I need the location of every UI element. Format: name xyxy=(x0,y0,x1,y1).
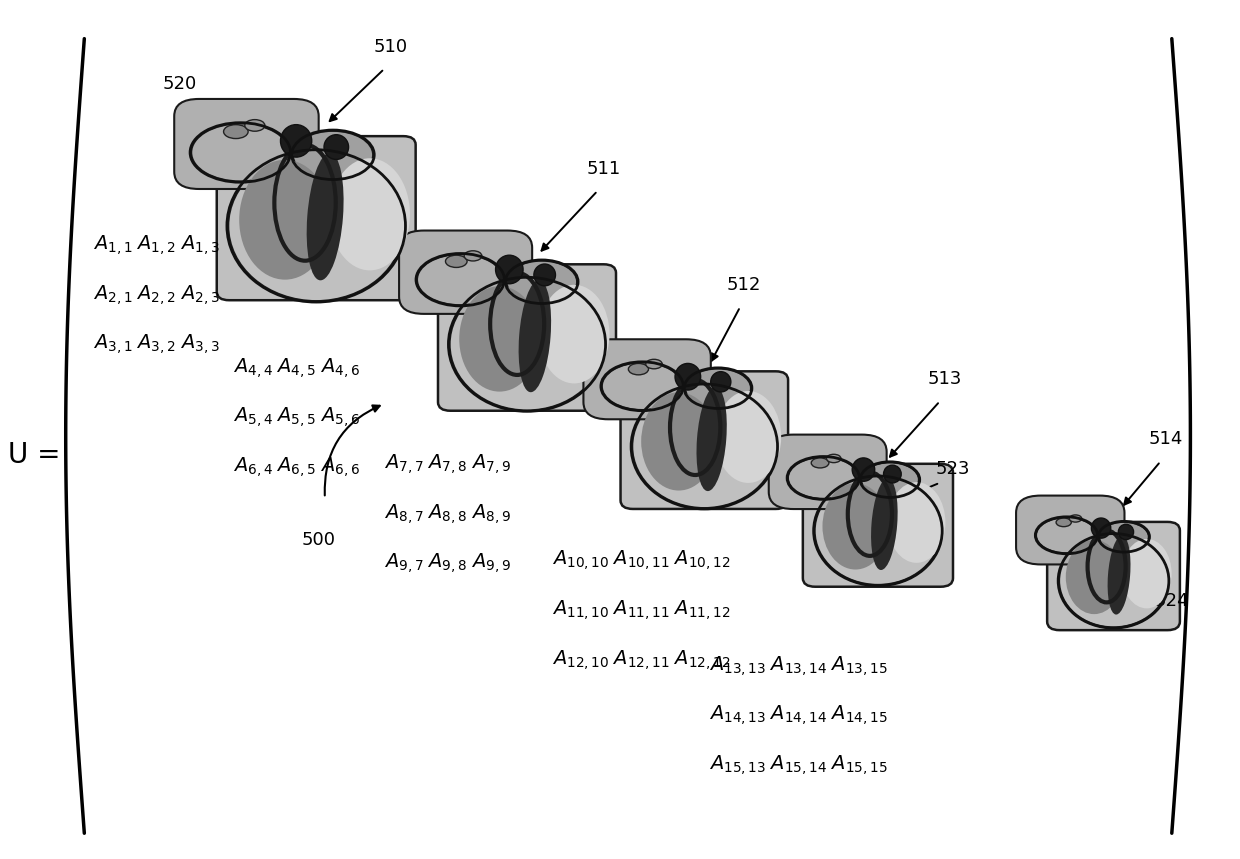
Text: 514: 514 xyxy=(1148,430,1183,448)
Ellipse shape xyxy=(888,482,945,563)
Text: $A_{3,1}\; A_{3,2}\; A_{3,3}$: $A_{3,1}\; A_{3,2}\; A_{3,3}$ xyxy=(93,332,219,356)
FancyBboxPatch shape xyxy=(802,464,954,587)
Text: 510: 510 xyxy=(373,38,408,56)
Text: $A_{8,7}\; A_{8,8}\; A_{8,9}$: $A_{8,7}\; A_{8,8}\; A_{8,9}$ xyxy=(384,502,511,526)
Text: $A_{12,10}\; A_{12,11}\; A_{12,12}$: $A_{12,10}\; A_{12,11}\; A_{12,12}$ xyxy=(552,648,730,672)
Ellipse shape xyxy=(223,125,248,138)
Ellipse shape xyxy=(884,465,901,483)
FancyBboxPatch shape xyxy=(769,435,887,509)
Text: 520: 520 xyxy=(162,75,197,93)
Ellipse shape xyxy=(539,285,610,383)
Text: $A_{5,4}\; A_{5,5}\; A_{5,6}$: $A_{5,4}\; A_{5,5}\; A_{5,6}$ xyxy=(233,405,360,430)
Ellipse shape xyxy=(861,462,919,497)
Text: 512: 512 xyxy=(727,276,761,294)
Ellipse shape xyxy=(239,160,331,280)
Ellipse shape xyxy=(464,251,482,261)
Ellipse shape xyxy=(293,131,373,179)
Ellipse shape xyxy=(496,255,523,283)
Ellipse shape xyxy=(822,484,888,570)
Text: 513: 513 xyxy=(928,370,962,388)
FancyBboxPatch shape xyxy=(1047,522,1180,631)
Ellipse shape xyxy=(1118,524,1133,539)
Ellipse shape xyxy=(280,125,311,157)
Ellipse shape xyxy=(228,150,404,302)
Ellipse shape xyxy=(191,124,289,181)
Text: $A_{15,13}\; A_{15,14}\; A_{15,15}$: $A_{15,13}\; A_{15,14}\; A_{15,15}$ xyxy=(709,753,888,777)
Ellipse shape xyxy=(1091,518,1111,538)
Text: $A_{7,7}\; A_{7,8}\; A_{7,9}$: $A_{7,7}\; A_{7,8}\; A_{7,9}$ xyxy=(384,452,511,476)
Ellipse shape xyxy=(1069,515,1081,522)
Ellipse shape xyxy=(1056,518,1071,527)
FancyBboxPatch shape xyxy=(620,371,789,509)
Ellipse shape xyxy=(518,280,551,393)
Text: 500: 500 xyxy=(301,531,336,549)
Ellipse shape xyxy=(870,478,898,570)
Ellipse shape xyxy=(1059,534,1168,628)
FancyBboxPatch shape xyxy=(438,265,616,411)
Ellipse shape xyxy=(629,363,649,375)
Ellipse shape xyxy=(445,255,467,267)
Ellipse shape xyxy=(449,278,605,411)
Ellipse shape xyxy=(632,385,776,509)
Ellipse shape xyxy=(324,135,348,160)
Ellipse shape xyxy=(646,359,662,369)
Ellipse shape xyxy=(711,372,730,392)
Text: U =: U = xyxy=(9,442,61,469)
Ellipse shape xyxy=(787,457,858,499)
Ellipse shape xyxy=(330,158,410,271)
Ellipse shape xyxy=(675,363,701,390)
Text: $A_{9,7}\; A_{9,8}\; A_{9,9}$: $A_{9,7}\; A_{9,8}\; A_{9,9}$ xyxy=(384,551,511,576)
Ellipse shape xyxy=(244,119,265,131)
Ellipse shape xyxy=(715,391,781,483)
Ellipse shape xyxy=(852,458,874,481)
Ellipse shape xyxy=(459,286,539,392)
Text: $A_{10,10}\; A_{10,11}\; A_{10,12}$: $A_{10,10}\; A_{10,11}\; A_{10,12}$ xyxy=(552,548,730,572)
Text: $A_{6,4}\; A_{6,5}\; A_{6,6}$: $A_{6,4}\; A_{6,5}\; A_{6,6}$ xyxy=(233,455,360,479)
Ellipse shape xyxy=(827,454,841,463)
Ellipse shape xyxy=(1099,522,1148,551)
Ellipse shape xyxy=(1107,535,1131,614)
FancyBboxPatch shape xyxy=(217,137,415,301)
Ellipse shape xyxy=(601,362,682,410)
FancyBboxPatch shape xyxy=(1016,496,1125,564)
Ellipse shape xyxy=(815,477,941,585)
FancyBboxPatch shape xyxy=(399,230,532,314)
FancyBboxPatch shape xyxy=(584,339,711,419)
Text: 521: 521 xyxy=(424,270,459,288)
Text: $A_{14,13}\; A_{14,14}\; A_{14,15}$: $A_{14,13}\; A_{14,14}\; A_{14,15}$ xyxy=(709,704,888,728)
Ellipse shape xyxy=(417,254,503,305)
Text: $A_{11,10}\; A_{11,11}\; A_{11,12}$: $A_{11,10}\; A_{11,11}\; A_{11,12}$ xyxy=(552,598,730,622)
Text: $A_{2,1}\; A_{2,2}\; A_{2,3}$: $A_{2,1}\; A_{2,2}\; A_{2,3}$ xyxy=(93,283,219,307)
Ellipse shape xyxy=(306,153,343,280)
Ellipse shape xyxy=(686,369,751,408)
Ellipse shape xyxy=(1065,539,1122,614)
Text: $A_{1,1}\; A_{1,2}\; A_{1,3}$: $A_{1,1}\; A_{1,2}\; A_{1,3}$ xyxy=(93,233,219,257)
Ellipse shape xyxy=(506,260,577,303)
Text: 511: 511 xyxy=(587,160,621,178)
Ellipse shape xyxy=(1122,539,1172,608)
Text: 522: 522 xyxy=(590,383,625,401)
Ellipse shape xyxy=(697,387,727,491)
Text: 524: 524 xyxy=(1154,592,1189,610)
Ellipse shape xyxy=(534,264,556,286)
FancyBboxPatch shape xyxy=(174,99,319,189)
Ellipse shape xyxy=(811,458,828,468)
Ellipse shape xyxy=(1037,517,1097,553)
Text: $A_{4,4}\; A_{4,5}\; A_{4,6}$: $A_{4,4}\; A_{4,5}\; A_{4,6}$ xyxy=(233,356,360,380)
Text: $A_{13,13}\; A_{13,14}\; A_{13,15}$: $A_{13,13}\; A_{13,14}\; A_{13,15}$ xyxy=(709,654,888,678)
Text: 523: 523 xyxy=(935,460,970,478)
Ellipse shape xyxy=(641,393,717,490)
